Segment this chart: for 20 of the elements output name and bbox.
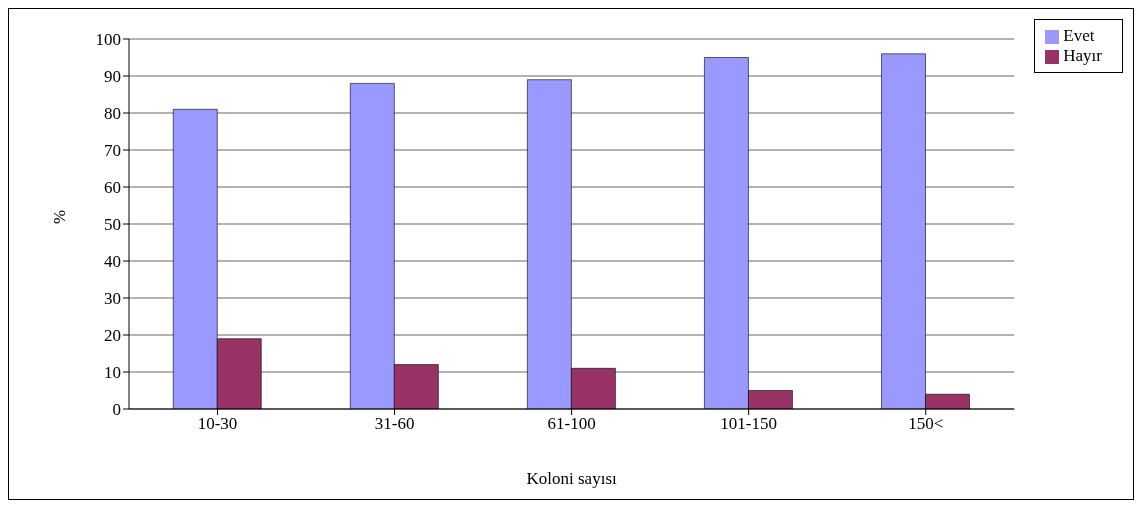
y-tick-label: 50 xyxy=(104,215,121,235)
x-tick-label: 150< xyxy=(908,414,944,434)
legend-label: Evet xyxy=(1063,26,1095,45)
y-tick-label: 80 xyxy=(104,104,121,124)
y-tick-label: 70 xyxy=(104,141,121,161)
y-axis-title: % xyxy=(50,209,70,224)
x-tick-label: 31-60 xyxy=(374,414,415,434)
y-tick-label: 40 xyxy=(104,252,121,272)
y-tick-label: 10 xyxy=(104,363,121,383)
x-tick-label: 10-30 xyxy=(197,414,238,434)
y-tick-label: 20 xyxy=(104,326,121,346)
legend-label: Hayır xyxy=(1063,46,1102,65)
y-tick-label: 100 xyxy=(95,30,121,50)
x-tick-label: 61-100 xyxy=(547,414,596,434)
y-tick-label: 60 xyxy=(104,178,121,198)
x-axis-title: Koloni sayısı xyxy=(526,469,618,488)
y-tick-label: 90 xyxy=(104,67,121,87)
y-tick-label: 30 xyxy=(104,289,121,309)
x-tick-label: 101-150 xyxy=(720,414,778,434)
y-tick-label: 0 xyxy=(112,400,121,420)
